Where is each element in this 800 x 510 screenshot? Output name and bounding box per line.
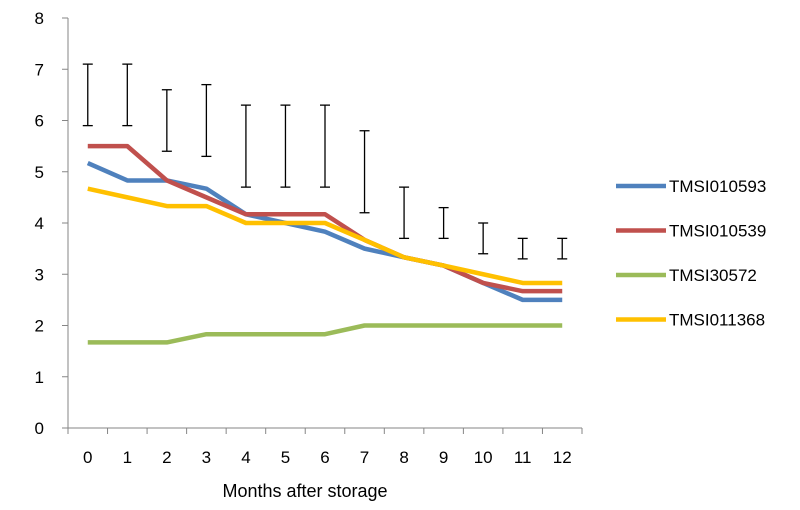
x-tick-label: 11 bbox=[514, 448, 532, 467]
legend-item: TMSI010593 bbox=[616, 177, 766, 196]
error-bar bbox=[359, 130, 370, 214]
error-bar bbox=[320, 104, 330, 188]
legend-label: TMSI30572 bbox=[669, 266, 757, 285]
y-tick-label: 2 bbox=[35, 317, 44, 336]
error-bar bbox=[82, 63, 93, 127]
x-tick-label: 10 bbox=[474, 448, 493, 467]
error-bars bbox=[82, 63, 568, 260]
error-bar bbox=[122, 63, 133, 127]
y-tick-label: 1 bbox=[35, 368, 44, 387]
y-tick-label: 5 bbox=[35, 163, 44, 182]
x-tick-label: 3 bbox=[202, 448, 211, 467]
x-tick-label: 7 bbox=[360, 448, 369, 467]
legend-label: TMSI011368 bbox=[669, 311, 765, 330]
x-tick-label: 6 bbox=[320, 448, 329, 467]
error-bar bbox=[557, 237, 568, 260]
legend-label: TMSI010539 bbox=[669, 222, 766, 241]
series-line-tmsi30572 bbox=[87, 323, 563, 345]
x-tick-label: 12 bbox=[553, 448, 572, 467]
axes bbox=[62, 17, 583, 434]
x-tick-label: 4 bbox=[241, 448, 250, 467]
legend-item: TMSI30572 bbox=[616, 266, 757, 285]
x-tick-label: 0 bbox=[83, 448, 92, 467]
legend-label: TMSI010593 bbox=[669, 177, 766, 196]
y-tick-label: 8 bbox=[35, 9, 44, 28]
error-bar bbox=[201, 83, 212, 158]
series-lines bbox=[86, 143, 563, 345]
error-bar bbox=[517, 237, 528, 260]
error-bar bbox=[280, 104, 291, 188]
y-tick-label: 4 bbox=[35, 214, 44, 233]
series-line-tmsi010539 bbox=[87, 143, 563, 294]
legend-item: TMSI010539 bbox=[616, 222, 766, 241]
x-tick-label: 8 bbox=[399, 448, 408, 467]
error-bar bbox=[161, 89, 172, 152]
x-tick-label: 2 bbox=[162, 448, 171, 467]
x-tick-label: 9 bbox=[439, 448, 448, 467]
y-tick-label: 0 bbox=[35, 419, 44, 438]
error-bar bbox=[438, 206, 449, 240]
y-tick-label: 3 bbox=[35, 265, 44, 284]
x-tick-label: 1 bbox=[123, 448, 132, 467]
x-axis-title: Months after storage bbox=[222, 481, 387, 501]
legend-item: TMSI011368 bbox=[616, 311, 765, 330]
x-tick-label: 5 bbox=[281, 448, 290, 467]
y-tick-label: 7 bbox=[35, 60, 44, 79]
error-bar bbox=[399, 186, 410, 240]
error-bar bbox=[240, 104, 251, 188]
legend: TMSI010593 TMSI010539 TMSI30572 TMSI011368 bbox=[616, 177, 766, 330]
y-tick-label: 6 bbox=[35, 112, 44, 131]
error-bar bbox=[478, 222, 489, 255]
series-line-tmsi011368 bbox=[87, 186, 563, 286]
